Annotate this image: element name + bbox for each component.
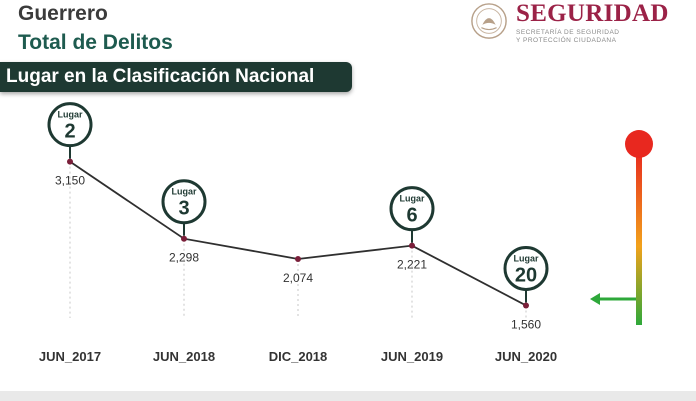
- ministry-logo: SEGURIDAD SECRETARÍA DE SEGURIDAD Y PROT…: [468, 0, 696, 48]
- data-point: [67, 158, 73, 165]
- scale-top-dot: [625, 130, 653, 158]
- data-point: [181, 235, 187, 242]
- rank-badge-circle: [47, 102, 93, 148]
- ministry-name: SEGURIDAD: [516, 0, 669, 27]
- data-points: [67, 158, 529, 309]
- ranking-banner-label: Lugar en la Clasificación Nacional: [6, 66, 315, 87]
- value-label: 2,298: [169, 251, 199, 265]
- bottom-bar: [0, 391, 696, 401]
- rank-badge-value: 3: [178, 198, 189, 220]
- data-point: [295, 255, 301, 262]
- ministry-subtitle-line2: Y PROTECCIÓN CIUDADANA: [516, 37, 617, 44]
- rank-badge-label: Lugar: [513, 253, 538, 263]
- rank-badge-circle: [389, 186, 435, 232]
- mexico-seal-icon: [471, 3, 507, 39]
- x-axis-label: JUN_2020: [495, 349, 557, 364]
- data-point: [523, 302, 529, 309]
- rank-badge-value: 20: [515, 264, 537, 286]
- rank-badge-label: Lugar: [57, 110, 82, 120]
- value-label: 3,150: [55, 174, 85, 188]
- guide-lines: [69, 161, 527, 318]
- ministry-subtitle: SECRETARÍA DE SEGURIDAD Y PROTECCIÓN CIU…: [516, 29, 619, 45]
- value-label: 1,560: [511, 317, 541, 331]
- traffic-light-scale-icon: [590, 130, 653, 325]
- rank-badge-label: Lugar: [171, 187, 196, 197]
- rank-badge-label: Lugar: [399, 194, 424, 204]
- x-axis-labels: JUN_2017 JUN_2018 DIC_2018 JUN_2019 JUN_2020: [39, 349, 557, 364]
- x-axis-label: JUN_2017: [39, 349, 101, 364]
- data-point: [409, 242, 415, 249]
- value-labels: 3,150 2,298 2,074 2,221 1,560: [55, 174, 541, 332]
- value-label: 2,221: [397, 258, 427, 272]
- rank-badge-circle: [503, 245, 549, 291]
- scale-bar: [636, 150, 642, 325]
- rank-badge-value: 2: [64, 121, 75, 143]
- rank-badge-circle: [161, 179, 207, 225]
- rank-badge-value: 6: [406, 205, 417, 227]
- left-arrow-icon: [590, 293, 636, 305]
- x-axis-label: JUN_2019: [381, 349, 443, 364]
- state-title: Guerrero: [18, 2, 108, 25]
- ranking-banner: Lugar en la Clasificación Nacional: [0, 62, 352, 92]
- x-axis-label: JUN_2018: [153, 349, 215, 364]
- ministry-subtitle-line1: SECRETARÍA DE SEGURIDAD: [516, 29, 620, 36]
- value-label: 2,074: [283, 271, 313, 285]
- x-axis-label: DIC_2018: [269, 349, 328, 364]
- metric-title: Total de Delitos: [18, 31, 173, 54]
